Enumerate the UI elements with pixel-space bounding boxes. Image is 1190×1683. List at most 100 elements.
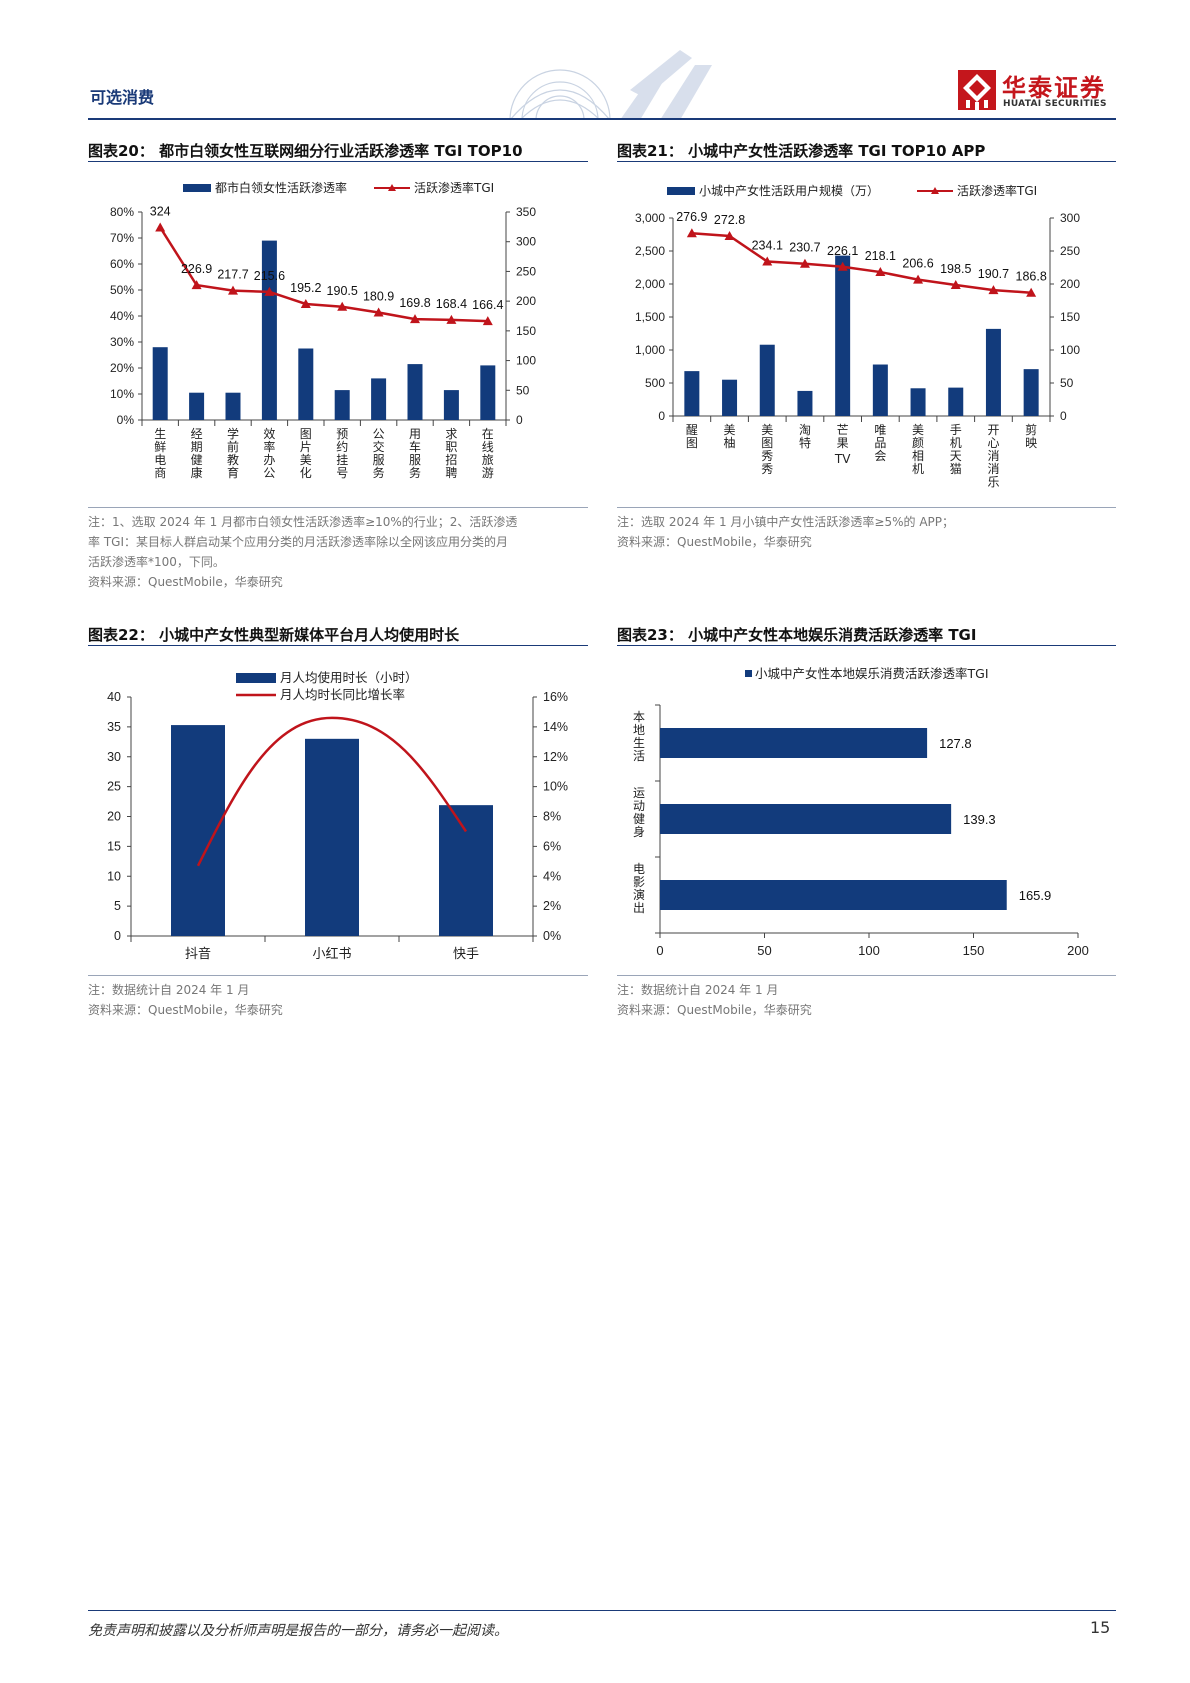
bar — [152, 347, 168, 420]
y-tick-label-right: 50 — [516, 383, 530, 397]
figure-20-title: 图表20： 都市白领女性互联网细分行业活跃渗透率 TGI TOP10 — [88, 142, 523, 160]
bar — [371, 378, 387, 420]
y-tick-label-right: 50 — [1060, 376, 1074, 390]
chart-fig23: 0 50 100 150 200 本地生活 127.8 运动健身 139.3 电影演出 165.9 小… — [633, 666, 1089, 958]
figure-21-notes: 注：选取 2024 年 1 月小镇中产女性活跃渗透率≥5%的 APP； 资料来源… — [617, 512, 1116, 552]
y-tick-label-right: 150 — [516, 324, 536, 338]
x-tick-label: 图片美化 — [300, 427, 312, 480]
figure-20-rule — [88, 161, 588, 162]
legend-line-label: 活跃渗透率TGI — [414, 180, 494, 195]
tgi-marker — [762, 256, 773, 266]
y-tick-label-left: 1,000 — [635, 343, 665, 357]
tgi-marker — [337, 301, 348, 311]
y-tick-label-left: 35 — [107, 720, 121, 734]
figure-23-rule — [617, 645, 1116, 646]
y-tick-label-left: 0% — [117, 413, 135, 427]
bar — [480, 365, 496, 420]
data-label: 127.8 — [939, 736, 972, 751]
chart-fig22: 0 5 10 15 20 25 30 35 40 0% 2% 4% 6% 8% 10% 12% 14% 16% 抖音… — [107, 670, 568, 962]
tgi-marker — [446, 314, 457, 324]
x-tick-label: 200 — [1067, 943, 1089, 958]
tgi-marker — [482, 316, 493, 326]
x-tick-label: 唯品会 — [874, 423, 886, 463]
tgi-line — [691, 231, 1032, 294]
tgi-data-label: 230.7 — [789, 241, 820, 255]
tgi-marker — [837, 261, 848, 271]
x-tick-label: 手机天猫 — [950, 423, 962, 476]
figure-21-title: 图表21： 小城中产女性活跃渗透率 TGI TOP10 APP — [617, 142, 986, 160]
logo-mark-icon — [958, 70, 996, 110]
y-tick-label-left: 80% — [110, 205, 134, 219]
bar — [660, 728, 928, 758]
x-tick-label: 开心消消乐 — [987, 423, 999, 489]
legend-bar-swatch — [236, 673, 276, 683]
tgi-marker — [686, 228, 697, 238]
tgi-marker — [913, 274, 924, 284]
y-tick-label-left: 10 — [107, 869, 121, 883]
tgi-data-label: 226.9 — [181, 262, 212, 276]
y-tick-label-left: 1,500 — [635, 310, 665, 324]
tgi-data-label: 234.1 — [752, 238, 783, 252]
y-tick-label-left: 70% — [110, 231, 134, 245]
tgi-marker — [228, 285, 238, 295]
y-tick-label-right: 4% — [543, 869, 561, 883]
legend-bar-label: 都市白领女性活跃渗透率 — [215, 180, 347, 195]
figure-20-note-rule — [88, 507, 588, 508]
bar — [305, 738, 359, 936]
bar — [759, 344, 775, 416]
y-tick-label-left: 0 — [658, 409, 665, 423]
x-tick-label: 美图秀秀 — [761, 423, 773, 476]
x-tick-label: 0 — [656, 943, 663, 958]
bar — [443, 390, 459, 420]
bar — [910, 388, 926, 416]
note-source: 资料来源：QuestMobile，华泰研究 — [88, 1003, 283, 1017]
legend-line-marker — [388, 184, 396, 191]
tgi-data-label: 166.4 — [472, 298, 503, 312]
bar — [985, 328, 1001, 416]
note-line: 注：选取 2024 年 1 月小镇中产女性活跃渗透率≥5%的 APP； — [617, 515, 955, 529]
figure-22-note-rule — [88, 975, 588, 976]
y-tick-label-right: 150 — [1060, 310, 1080, 324]
tgi-data-label: 180.9 — [363, 289, 394, 303]
x-tick-label: 快手 — [453, 947, 479, 962]
x-tick-label: 经期健康 — [191, 427, 203, 480]
bar — [439, 805, 493, 936]
tgi-data-label: 168.4 — [436, 297, 467, 311]
tgi-marker — [373, 307, 384, 317]
bar — [261, 240, 277, 420]
y-tick-label: 本地生活 — [633, 710, 645, 763]
bar — [660, 804, 952, 834]
x-tick-label: 50 — [757, 943, 771, 958]
y-tick-label-left: 500 — [645, 376, 665, 390]
page-number: 15 — [1090, 1618, 1111, 1637]
tgi-marker — [724, 230, 735, 240]
tgi-data-label: 206.6 — [902, 257, 933, 271]
y-tick-label-left: 50% — [110, 283, 134, 297]
y-tick-label-right: 0 — [516, 413, 523, 427]
figure-21-rule — [617, 161, 1116, 162]
y-tick-label-left: 40 — [107, 690, 121, 704]
tgi-data-label: 190.5 — [327, 284, 358, 298]
y-tick-label-left: 2,500 — [635, 244, 665, 258]
legend-swatch — [745, 670, 752, 677]
note-line: 注：数据统计自 2024 年 1 月 — [617, 983, 779, 997]
y-tick-label-right: 8% — [543, 810, 561, 824]
legend-bar-label: 月人均使用时长（小时） — [280, 670, 418, 685]
tgi-data-label: 190.7 — [978, 267, 1009, 281]
tgi-marker — [1026, 287, 1037, 297]
tgi-marker — [950, 279, 961, 289]
figure-22-title: 图表22： 小城中产女性典型新媒体平台月人均使用时长 — [88, 626, 460, 644]
legend-label: 小城中产女性本地娱乐消费活跃渗透率TGI — [755, 666, 989, 681]
section-title: 可选消费 — [90, 88, 155, 107]
x-tick-label: 100 — [858, 943, 880, 958]
y-tick-label-left: 25 — [107, 780, 121, 794]
note-line: 注：数据统计自 2024 年 1 月 — [88, 983, 250, 997]
data-label: 165.9 — [1019, 888, 1052, 903]
y-tick-label-right: 100 — [1060, 343, 1080, 357]
y-tick-label-right: 0% — [543, 929, 561, 943]
bar — [225, 392, 241, 420]
y-tick-label-left: 60% — [110, 257, 134, 271]
y-tick-label-left: 40% — [110, 309, 134, 323]
tgi-marker — [300, 298, 311, 308]
chart-fig20: 0% 10% 20% 30% 40% 50% 60% 70% 80% 0 50 100 150 200 25… — [110, 180, 536, 480]
